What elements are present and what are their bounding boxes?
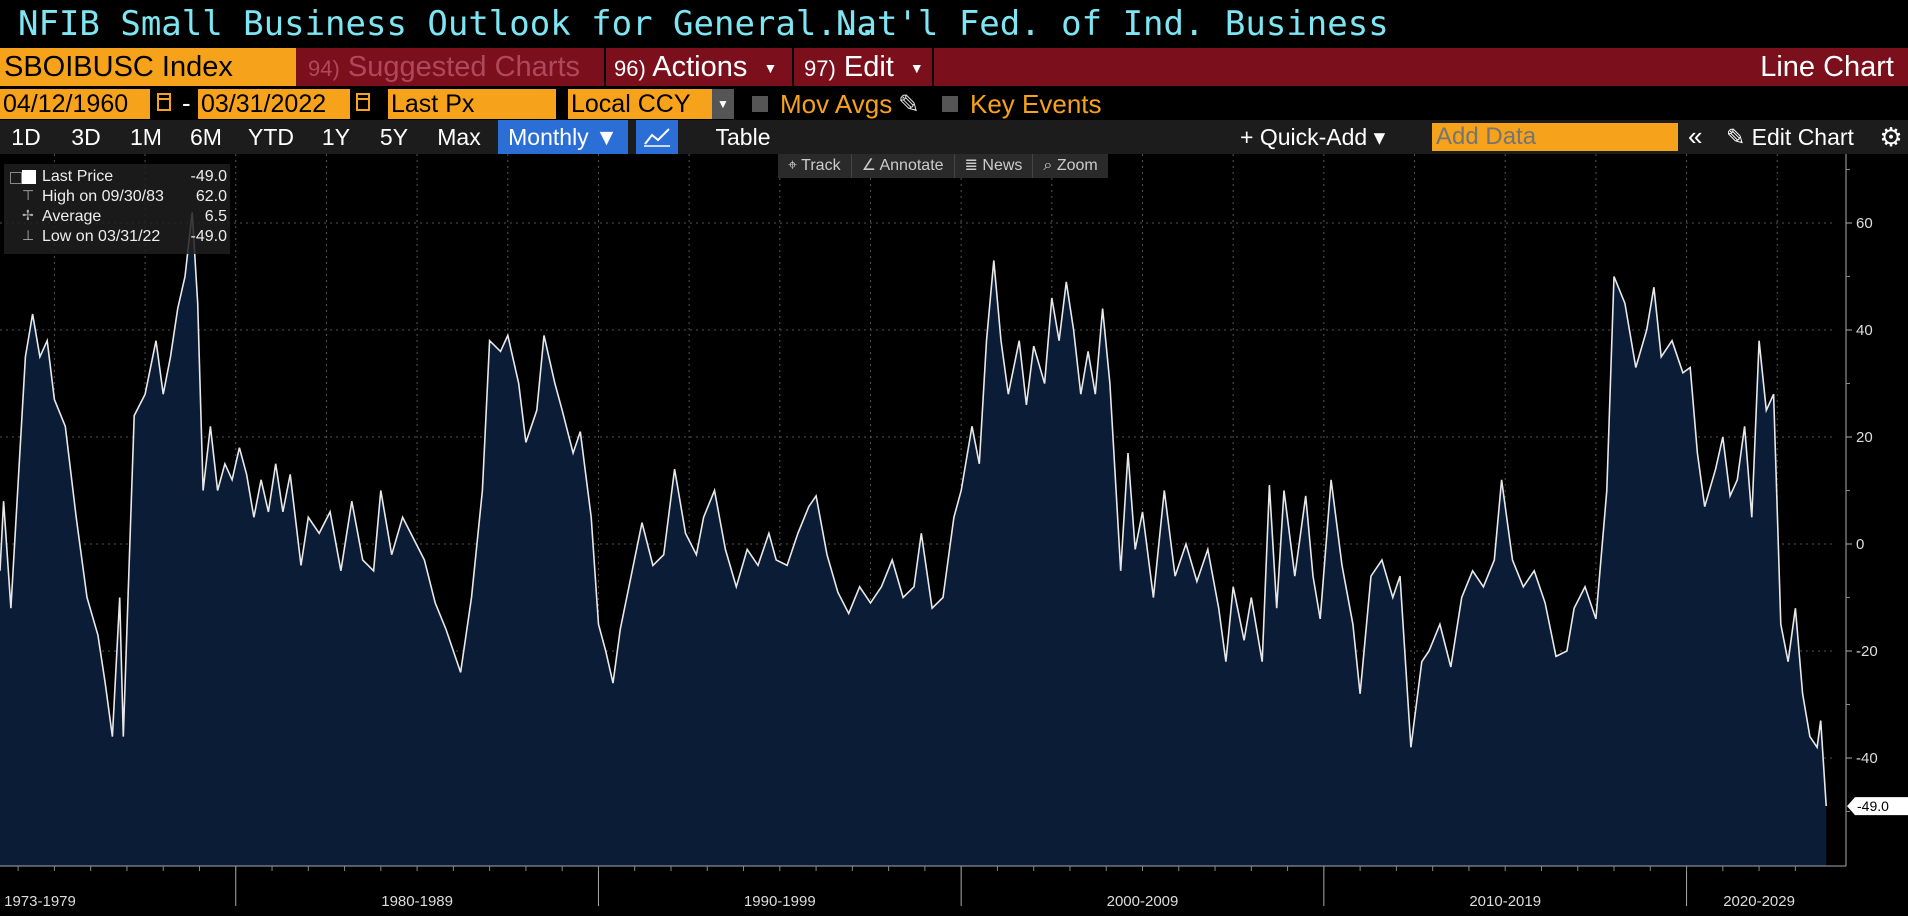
y-tick-label: 0: [1856, 536, 1864, 553]
period-1y[interactable]: 1Y: [321, 124, 351, 150]
period-max[interactable]: Max: [437, 124, 481, 150]
edit-chart-button[interactable]: ✎ Edit Chart: [1726, 120, 1890, 154]
annotate-icon: ∠: [861, 157, 880, 174]
period-1m[interactable]: 1M: [130, 124, 162, 150]
collapse-double-chevron-icon[interactable]: «: [1688, 121, 1703, 151]
series-swatch: [22, 170, 36, 184]
dropdown-arrow-icon[interactable]: ▼: [712, 89, 734, 119]
x-tick-label: 2000-2009: [1107, 893, 1179, 910]
period-bar: 1D 3D 1M 6M YTD 1Y 5Y Max Monthly ▼ Tabl…: [0, 120, 1908, 154]
legend-value: 6.5: [204, 208, 227, 225]
high-marker-icon: ⊤: [22, 187, 35, 203]
low-marker-icon: ⊥: [22, 227, 35, 243]
period-6m[interactable]: 6M: [190, 124, 222, 150]
actions-menu[interactable]: 96) Actions ▼: [604, 48, 790, 86]
calendar-icon[interactable]: [157, 93, 171, 111]
caret-down-icon: ▼: [909, 60, 924, 77]
y-tick-label: -40: [1856, 750, 1878, 767]
period-5y[interactable]: 5Y: [379, 124, 409, 150]
add-data-input[interactable]: [1432, 123, 1678, 151]
frequency-selector[interactable]: Monthly ▼: [498, 120, 628, 154]
x-tick-label: 1973-1979: [4, 893, 76, 910]
suggested-label: Suggested Charts: [347, 51, 581, 83]
mov-avgs-label: Mov Avgs: [780, 89, 893, 119]
calendar-icon[interactable]: [356, 93, 370, 111]
legend-last-price: Last Price -49.0: [42, 167, 227, 187]
menu-bar: SBOIBUSC Index 94) Suggested Charts 96) …: [0, 48, 1908, 86]
legend-value: -49.0: [190, 228, 227, 245]
last-value-label: -49.0: [1857, 798, 1889, 814]
news-label: News: [982, 157, 1023, 174]
y-tick-label: 20: [1856, 429, 1873, 446]
edit-chart-label: Edit Chart: [1751, 124, 1854, 150]
legend-average: Average 6.5: [42, 207, 227, 227]
suggested-number: 94): [308, 56, 340, 81]
annotate-label: Annotate: [879, 157, 944, 174]
series-line: [0, 212, 1827, 807]
key-events-checkbox[interactable]: [942, 96, 958, 112]
y-tick-label: 40: [1856, 322, 1873, 339]
x-tick-label: 1990-1999: [744, 893, 816, 910]
key-events-label: Key Events: [970, 89, 1102, 119]
table-view-button[interactable]: Table: [688, 120, 798, 154]
period-1d[interactable]: 1D: [11, 124, 41, 150]
legend-label: Average: [42, 208, 102, 225]
period-ytd[interactable]: YTD: [248, 124, 294, 150]
caret-down-icon: ▼: [763, 60, 778, 77]
chart-toolbar: ⌖ Track ∠ Annotate ≣ News ⌕ Zoom: [778, 154, 1108, 178]
zoom-label: Zoom: [1056, 157, 1098, 174]
actions-label: Actions: [652, 51, 748, 83]
track-label: Track: [801, 157, 841, 174]
track-tool[interactable]: ⌖ Track: [778, 154, 852, 178]
legend-value: 62.0: [195, 188, 227, 205]
legend-label: High on 09/30/83: [42, 188, 164, 205]
collapse-legend-icon[interactable]: [10, 172, 22, 184]
window-title: NFIB Small Business Outlook for General.…: [18, 4, 878, 44]
quick-add-button[interactable]: + Quick-Add ▾: [1240, 124, 1386, 150]
line-chart[interactable]: 60 40 20 0 -20 -40 -49.0 1973-1979 1980-1989 1990…: [0, 154, 1908, 916]
x-tick-label: 2010-2019: [1469, 893, 1541, 910]
source-name: Nat'l Fed. of Ind. Business: [836, 4, 1389, 44]
pencil-icon: ✎: [1726, 124, 1746, 150]
ticker-field[interactable]: SBOIBUSC Index: [0, 48, 296, 86]
last-value-badge: [1847, 797, 1908, 816]
annotate-tool[interactable]: ∠ Annotate: [852, 154, 955, 178]
gear-icon[interactable]: ⚙: [1879, 122, 1903, 152]
news-icon: ≣: [964, 157, 983, 174]
start-date-field[interactable]: 04/12/1960: [0, 89, 150, 119]
news-tool[interactable]: ≣ News: [955, 154, 1034, 178]
title-bar: NFIB Small Business Outlook for General.…: [0, 0, 1908, 46]
chart-type-label[interactable]: Line Chart: [1760, 51, 1894, 83]
crosshair-icon: ⌖: [788, 157, 802, 174]
x-tick-label: 2020-2029: [1723, 893, 1795, 910]
legend-low: Low on 03/31/22 -49.0: [42, 227, 227, 247]
actions-number: 96): [614, 56, 646, 81]
chart-legend: Last Price -49.0 ⊤ High on 09/30/83 62.0 ✢…: [4, 164, 230, 254]
y-tick-label: -20: [1856, 643, 1878, 660]
average-marker-icon: ✢: [22, 207, 34, 223]
edit-label: Edit: [843, 51, 894, 83]
currency-selector[interactable]: Local CCY: [568, 89, 712, 119]
end-date-field[interactable]: 03/31/2022: [198, 89, 350, 119]
magnifier-icon: ⌕: [1043, 157, 1057, 174]
x-tick-label: 1980-1989: [381, 893, 453, 910]
date-separator: -: [182, 88, 191, 118]
edit-number: 97): [804, 56, 836, 81]
legend-value: -49.0: [190, 168, 227, 185]
field-selector[interactable]: Last Px: [388, 89, 556, 119]
line-chart-icon[interactable]: [636, 120, 678, 154]
period-3d[interactable]: 3D: [71, 124, 101, 150]
legend-label: Low on 03/31/22: [42, 228, 161, 245]
mov-avgs-checkbox[interactable]: [752, 96, 768, 112]
legend-label: Last Price: [42, 168, 114, 185]
edit-menu[interactable]: 97) Edit ▼: [792, 48, 934, 86]
series-area: [0, 212, 1827, 867]
suggested-charts-button[interactable]: 94) Suggested Charts: [300, 48, 600, 86]
legend-high: High on 09/30/83 62.0: [42, 187, 227, 207]
range-bar: 04/12/1960 - 03/31/2022 Last Px Local CC…: [0, 88, 1908, 120]
y-tick-label: 60: [1856, 215, 1873, 232]
pencil-icon[interactable]: ✎: [898, 89, 920, 119]
zoom-tool[interactable]: ⌕ Zoom: [1033, 154, 1107, 178]
